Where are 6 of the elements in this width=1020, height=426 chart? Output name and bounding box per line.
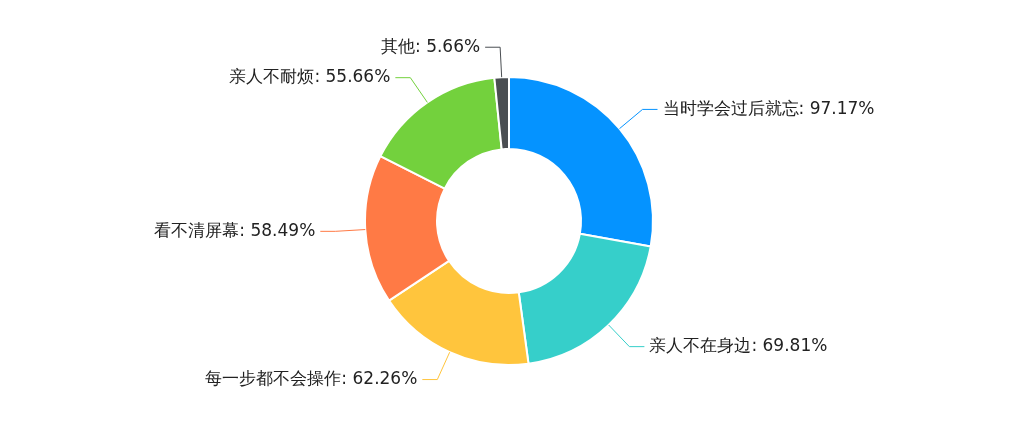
slice-label: 当时学会过后就忘: 97.17% [662, 97, 875, 118]
slice-label: 亲人不在身边: 69.81% [649, 335, 828, 356]
slice-label: 亲人不耐烦: 55.66% [229, 66, 391, 87]
slice-label: 每一步都不会操作: 62.26% [205, 367, 418, 388]
slice-label: 看不清屏幕: 58.49% [154, 219, 316, 240]
slice-label: 其他: 5.66% [381, 35, 481, 56]
